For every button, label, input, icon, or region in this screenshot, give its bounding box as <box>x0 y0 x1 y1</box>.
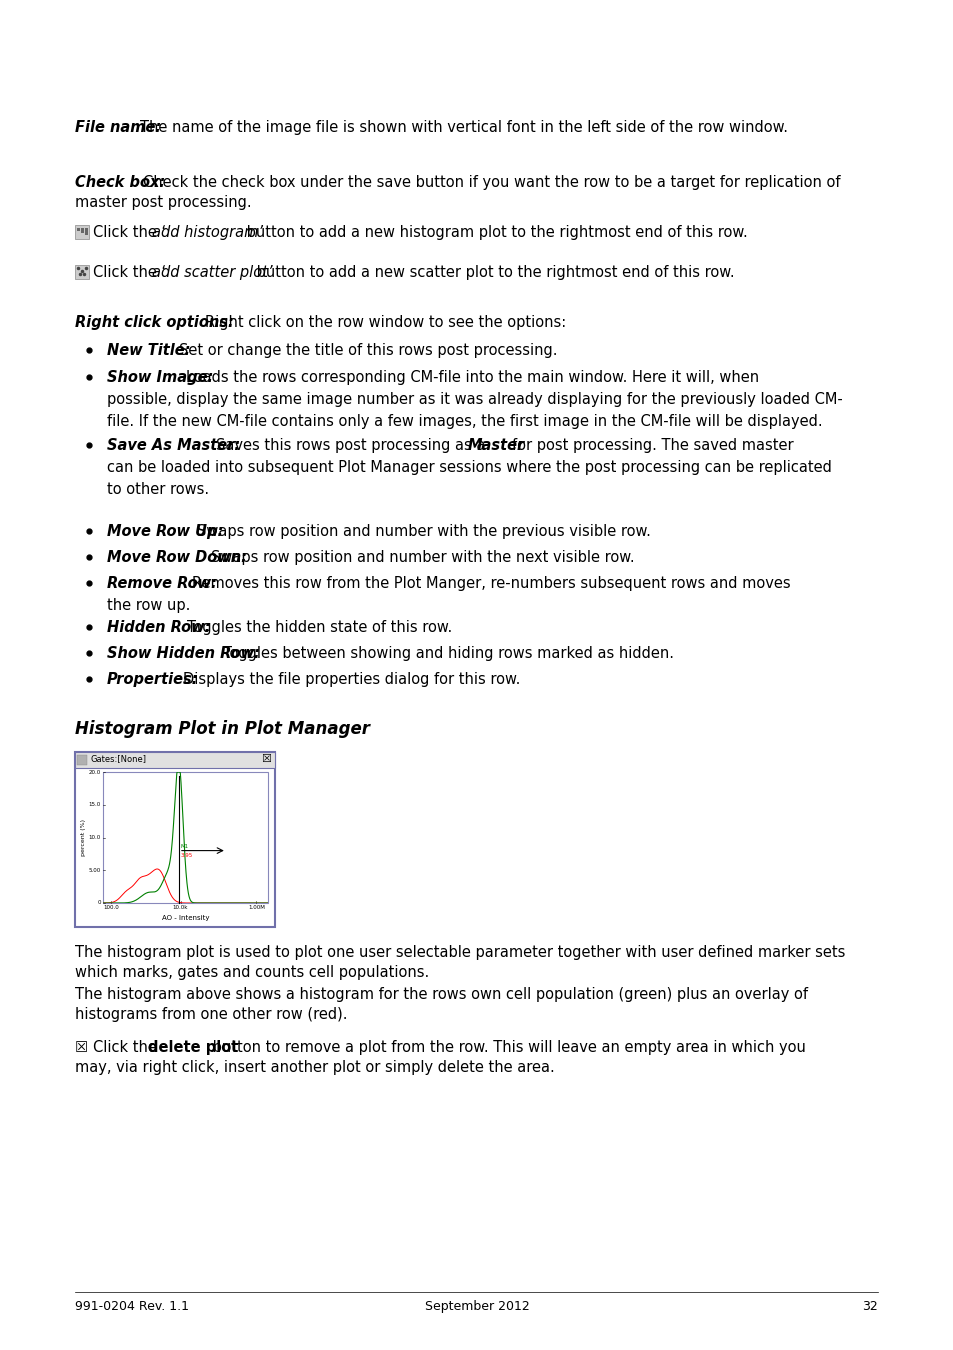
Text: Properties:: Properties: <box>107 672 198 687</box>
Text: Histogram Plot in Plot Manager: Histogram Plot in Plot Manager <box>75 720 370 738</box>
Text: master post processing.: master post processing. <box>75 194 252 211</box>
Text: Removes this row from the Plot Manger, re-numbers subsequent rows and moves: Removes this row from the Plot Manger, r… <box>192 576 790 591</box>
Text: AO - Intensity: AO - Intensity <box>162 915 209 921</box>
Text: 32: 32 <box>862 1300 877 1314</box>
Text: Saves this rows post processing as a: Saves this rows post processing as a <box>215 437 485 454</box>
Text: September 2012: September 2012 <box>424 1300 529 1314</box>
Text: possible, display the same image number as it was already displaying for the pre: possible, display the same image number … <box>107 392 841 406</box>
Text: Show Image:: Show Image: <box>107 370 213 385</box>
Text: add scatter plot’: add scatter plot’ <box>152 265 273 279</box>
Text: File name:: File name: <box>75 120 161 135</box>
Text: can be loaded into subsequent Plot Manager sessions where the post processing ca: can be loaded into subsequent Plot Manag… <box>107 460 831 475</box>
Text: Click the ‘: Click the ‘ <box>92 225 166 240</box>
Text: Click the: Click the <box>92 1040 161 1054</box>
Text: Toggles between showing and hiding rows marked as hidden.: Toggles between showing and hiding rows … <box>223 647 673 662</box>
Text: Check the check box under the save button if you want the row to be a target for: Check the check box under the save butto… <box>143 176 840 190</box>
Text: 15.0: 15.0 <box>89 802 101 807</box>
Text: add histogram’: add histogram’ <box>152 225 263 240</box>
Text: 10.0k: 10.0k <box>172 904 188 910</box>
Text: Master: Master <box>468 437 525 454</box>
Text: button to remove a plot from the row. This will leave an empty area in which you: button to remove a plot from the row. Th… <box>208 1040 805 1054</box>
Text: ☒: ☒ <box>75 1040 88 1054</box>
Text: Move Row Up:: Move Row Up: <box>107 524 223 539</box>
Text: delete plot: delete plot <box>148 1040 238 1054</box>
Bar <box>75 752 274 768</box>
Text: 1.00M: 1.00M <box>248 904 265 910</box>
Text: button to add a new histogram plot to the rightmost end of this row.: button to add a new histogram plot to th… <box>242 225 747 240</box>
Text: Loads the rows corresponding CM-file into the main window. Here it will, when: Loads the rows corresponding CM-file int… <box>186 370 759 385</box>
Bar <box>103 772 268 903</box>
Text: Swaps row position and number with the next visible row.: Swaps row position and number with the n… <box>211 549 634 566</box>
Text: The histogram plot is used to plot one user selectable parameter together with u: The histogram plot is used to plot one u… <box>75 945 844 960</box>
Bar <box>77 228 80 231</box>
Text: the row up.: the row up. <box>107 598 191 613</box>
Text: 0: 0 <box>97 900 101 906</box>
Text: 3.95: 3.95 <box>181 853 193 857</box>
Bar <box>75 752 274 927</box>
Text: for post processing. The saved master: for post processing. The saved master <box>512 437 793 454</box>
Text: Save As Master:: Save As Master: <box>107 437 240 454</box>
Text: 10.0: 10.0 <box>89 836 101 840</box>
Text: to other rows.: to other rows. <box>107 482 209 497</box>
Text: button to add a new scatter plot to the rightmost end of this row.: button to add a new scatter plot to the … <box>252 265 734 279</box>
Text: Click the ‘: Click the ‘ <box>92 265 166 279</box>
Text: Show Hidden Row:: Show Hidden Row: <box>107 647 260 662</box>
Text: Gates:[None]: Gates:[None] <box>91 755 147 763</box>
Text: 20.0: 20.0 <box>89 769 101 775</box>
Text: Right click options:: Right click options: <box>75 315 233 329</box>
Text: Set or change the title of this rows post processing.: Set or change the title of this rows pos… <box>179 343 557 358</box>
Text: file. If the new CM-file contains only a few images, the first image in the CM-f: file. If the new CM-file contains only a… <box>107 414 821 429</box>
Text: 5.00: 5.00 <box>89 868 101 872</box>
Text: Toggles the hidden state of this row.: Toggles the hidden state of this row. <box>187 620 452 634</box>
Text: Move Row Down:: Move Row Down: <box>107 549 247 566</box>
Text: may, via right click, insert another plot or simply delete the area.: may, via right click, insert another plo… <box>75 1060 554 1075</box>
Text: percent (%): percent (%) <box>81 819 87 856</box>
Text: Displays the file properties dialog for this row.: Displays the file properties dialog for … <box>183 672 519 687</box>
Text: Check box:: Check box: <box>75 176 165 190</box>
Text: Right click on the row window to see the options:: Right click on the row window to see the… <box>205 315 566 329</box>
Bar <box>85 228 88 235</box>
Text: which marks, gates and counts cell populations.: which marks, gates and counts cell popul… <box>75 965 429 980</box>
Text: 100.0: 100.0 <box>103 904 119 910</box>
Text: New Title:: New Title: <box>107 343 191 358</box>
Text: histograms from one other row (red).: histograms from one other row (red). <box>75 1007 347 1022</box>
Text: Swaps row position and number with the previous visible row.: Swaps row position and number with the p… <box>196 524 650 539</box>
Text: ☒: ☒ <box>261 755 271 764</box>
Text: The histogram above shows a histogram for the rows own cell population (green) p: The histogram above shows a histogram fo… <box>75 987 807 1002</box>
Bar <box>81 228 84 234</box>
Text: M1: M1 <box>181 844 189 849</box>
Text: 991-0204 Rev. 1.1: 991-0204 Rev. 1.1 <box>75 1300 189 1314</box>
Bar <box>75 265 89 279</box>
Text: Hidden Row:: Hidden Row: <box>107 620 211 634</box>
Text: Remove Row:: Remove Row: <box>107 576 216 591</box>
Text: The name of the image file is shown with vertical font in the left side of the r: The name of the image file is shown with… <box>140 120 787 135</box>
Bar <box>77 755 87 765</box>
Bar <box>75 225 89 239</box>
